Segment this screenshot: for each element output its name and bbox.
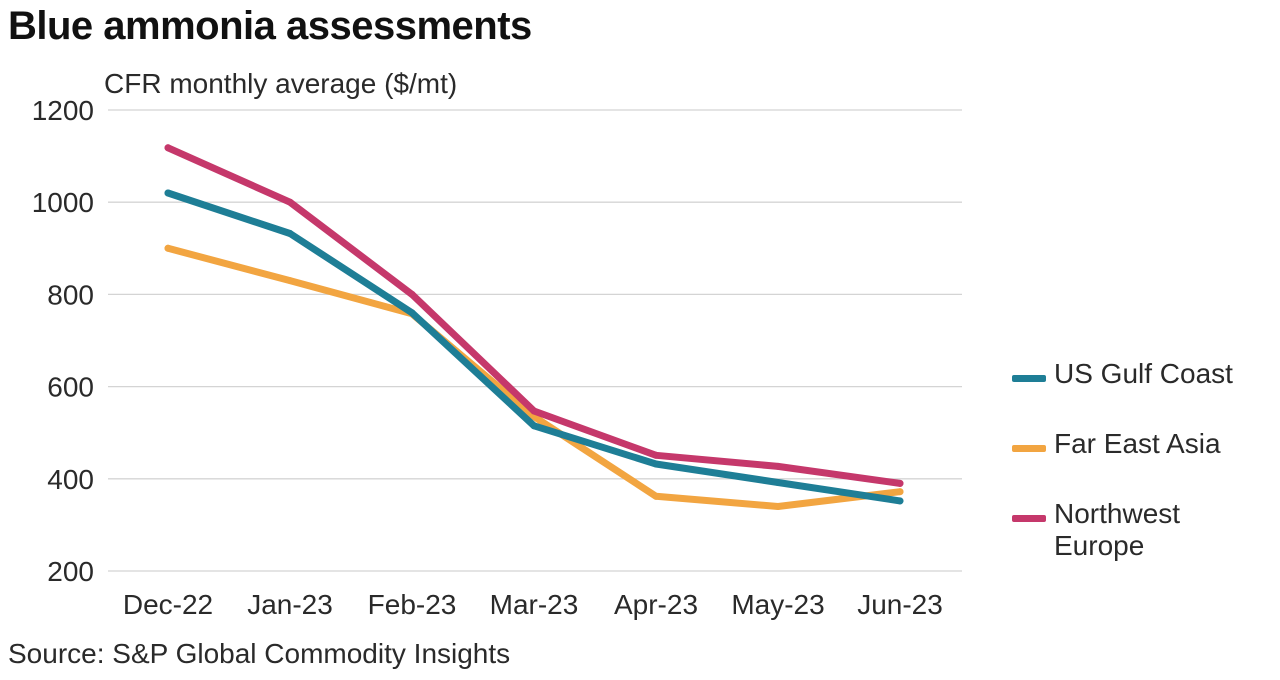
legend-label: US Gulf Coast: [1054, 358, 1233, 389]
data-point: [774, 478, 782, 486]
data-point: [286, 277, 294, 285]
data-point: [774, 462, 782, 470]
y-tick-label: 800: [47, 279, 94, 310]
y-tick-label: 600: [47, 372, 94, 403]
legend-item-far-east-asia: Far East Asia: [1012, 428, 1272, 498]
line-chart: 200 400 600 800 1000 1200 Dec-22 Jan-23 Feb-23 M…: [32, 95, 962, 620]
legend-swatch: [1012, 445, 1046, 452]
chart-legend: US Gulf Coast Far East Asia Northwest Eu…: [1012, 358, 1272, 568]
data-point: [652, 451, 660, 459]
legend-label: Northwest Europe: [1054, 498, 1181, 561]
legend-swatch: [1012, 375, 1046, 382]
chart-subtitle: CFR monthly average ($/mt): [104, 68, 458, 99]
data-point: [164, 144, 172, 152]
data-point: [774, 502, 782, 510]
data-point: [530, 407, 538, 415]
data-point: [286, 198, 294, 206]
x-tick-label: Mar-23: [490, 589, 579, 620]
y-tick-label: 1000: [32, 187, 94, 218]
legend-item-northwest-europe: Northwest Europe: [1012, 498, 1272, 568]
x-tick-label: Feb-23: [368, 589, 457, 620]
x-tick-label: Apr-23: [614, 589, 698, 620]
data-point: [164, 189, 172, 197]
y-tick-label: 400: [47, 464, 94, 495]
data-point: [896, 497, 904, 505]
x-tick-label: Dec-22: [123, 589, 213, 620]
series-line-northwest-europe: [164, 144, 904, 487]
legend-item-us-gulf-coast: US Gulf Coast: [1012, 358, 1272, 428]
data-point: [652, 460, 660, 468]
data-point: [896, 479, 904, 487]
chart-title: Blue ammonia assessments: [8, 4, 532, 48]
source-note: Source: S&P Global Commodity Insights: [8, 638, 511, 669]
data-point: [652, 492, 660, 500]
data-point: [408, 309, 416, 317]
data-point: [164, 244, 172, 252]
x-tick-label: May-23: [731, 589, 824, 620]
data-point: [408, 290, 416, 298]
data-point: [896, 488, 904, 496]
legend-label: Far East Asia: [1054, 428, 1221, 459]
series-line-us-gulf-coast: [164, 189, 904, 505]
x-tick-label: Jun-23: [857, 589, 943, 620]
data-point: [286, 230, 294, 238]
data-point: [530, 422, 538, 430]
y-tick-label: 1200: [32, 95, 94, 126]
x-tick-label: Jan-23: [247, 589, 333, 620]
y-tick-label: 200: [47, 556, 94, 587]
legend-swatch: [1012, 515, 1046, 522]
